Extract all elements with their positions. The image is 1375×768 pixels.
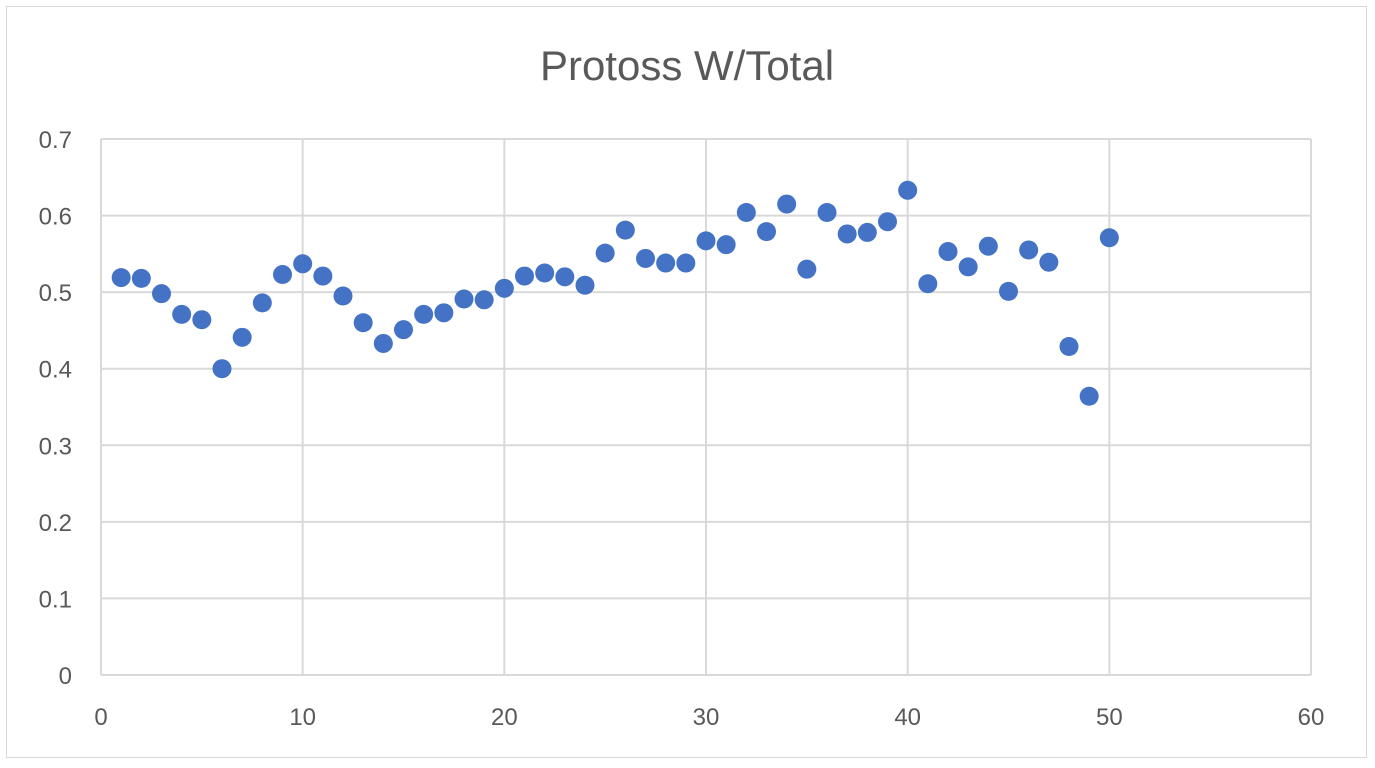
- data-point: [595, 243, 615, 263]
- x-axis-ticks: 0 10 20 30 40 50 60: [94, 704, 1324, 731]
- data-point: [313, 266, 333, 286]
- data-point: [837, 224, 857, 244]
- data-point: [575, 275, 595, 295]
- data-point: [958, 257, 978, 277]
- data-point: [938, 242, 958, 262]
- data-point: [333, 286, 353, 306]
- y-tick-label: 0.3: [39, 433, 72, 460]
- data-point: [676, 253, 696, 273]
- y-axis-ticks: 0 0.1 0.2 0.3 0.4 0.5 0.6 0.7: [39, 127, 72, 690]
- data-point: [1059, 337, 1079, 357]
- data-point: [535, 263, 555, 283]
- data-point: [293, 254, 313, 274]
- data-point: [1079, 386, 1099, 406]
- x-tick-label: 10: [289, 704, 316, 731]
- data-point: [757, 222, 776, 242]
- data-point: [817, 203, 837, 223]
- data-point: [716, 235, 736, 255]
- data-point: [656, 253, 676, 273]
- data-points: [111, 180, 1119, 406]
- y-tick-label: 0.7: [39, 127, 72, 154]
- x-tick-label: 0: [94, 704, 107, 731]
- data-point: [898, 180, 918, 200]
- data-point: [252, 293, 272, 313]
- data-point: [131, 268, 151, 288]
- data-point: [232, 327, 252, 347]
- data-point: [172, 304, 192, 324]
- x-tick-label: 20: [491, 704, 518, 731]
- data-point: [555, 267, 575, 287]
- data-point: [434, 303, 454, 323]
- data-point: [797, 259, 817, 279]
- y-tick-label: 0: [59, 663, 72, 690]
- chart-frame: [6, 6, 1367, 758]
- data-point: [696, 231, 716, 251]
- data-point: [636, 248, 655, 268]
- y-tick-label: 0.1: [39, 586, 72, 613]
- y-tick-label: 0.4: [39, 357, 72, 384]
- data-point: [494, 278, 514, 298]
- x-tick-label: 30: [693, 704, 720, 731]
- data-point: [1019, 240, 1039, 260]
- data-point: [857, 222, 877, 242]
- data-point: [878, 212, 897, 232]
- data-point: [111, 268, 131, 288]
- data-point: [273, 265, 292, 285]
- chart-title: Protoss W/Total: [540, 42, 834, 89]
- data-point: [918, 274, 938, 294]
- data-point: [777, 194, 797, 214]
- data-point: [1099, 228, 1119, 248]
- gridlines: [100, 138, 1312, 676]
- x-tick-label: 50: [1096, 704, 1123, 731]
- x-tick-label: 60: [1298, 704, 1325, 731]
- data-point: [515, 266, 534, 286]
- data-point: [353, 313, 373, 333]
- data-point: [615, 220, 635, 240]
- data-point: [978, 236, 998, 256]
- data-point: [474, 290, 494, 310]
- data-point: [394, 320, 413, 340]
- data-point: [212, 359, 232, 379]
- data-point: [1039, 252, 1059, 272]
- data-point: [414, 304, 434, 324]
- y-tick-label: 0.2: [39, 510, 72, 537]
- data-point: [454, 289, 474, 309]
- x-tick-label: 40: [894, 704, 921, 731]
- data-point: [999, 281, 1018, 301]
- y-tick-label: 0.6: [39, 204, 72, 231]
- data-point: [192, 310, 212, 330]
- data-point: [152, 284, 171, 304]
- data-point: [736, 203, 756, 223]
- data-point: [373, 333, 393, 353]
- y-tick-label: 0.5: [39, 280, 72, 307]
